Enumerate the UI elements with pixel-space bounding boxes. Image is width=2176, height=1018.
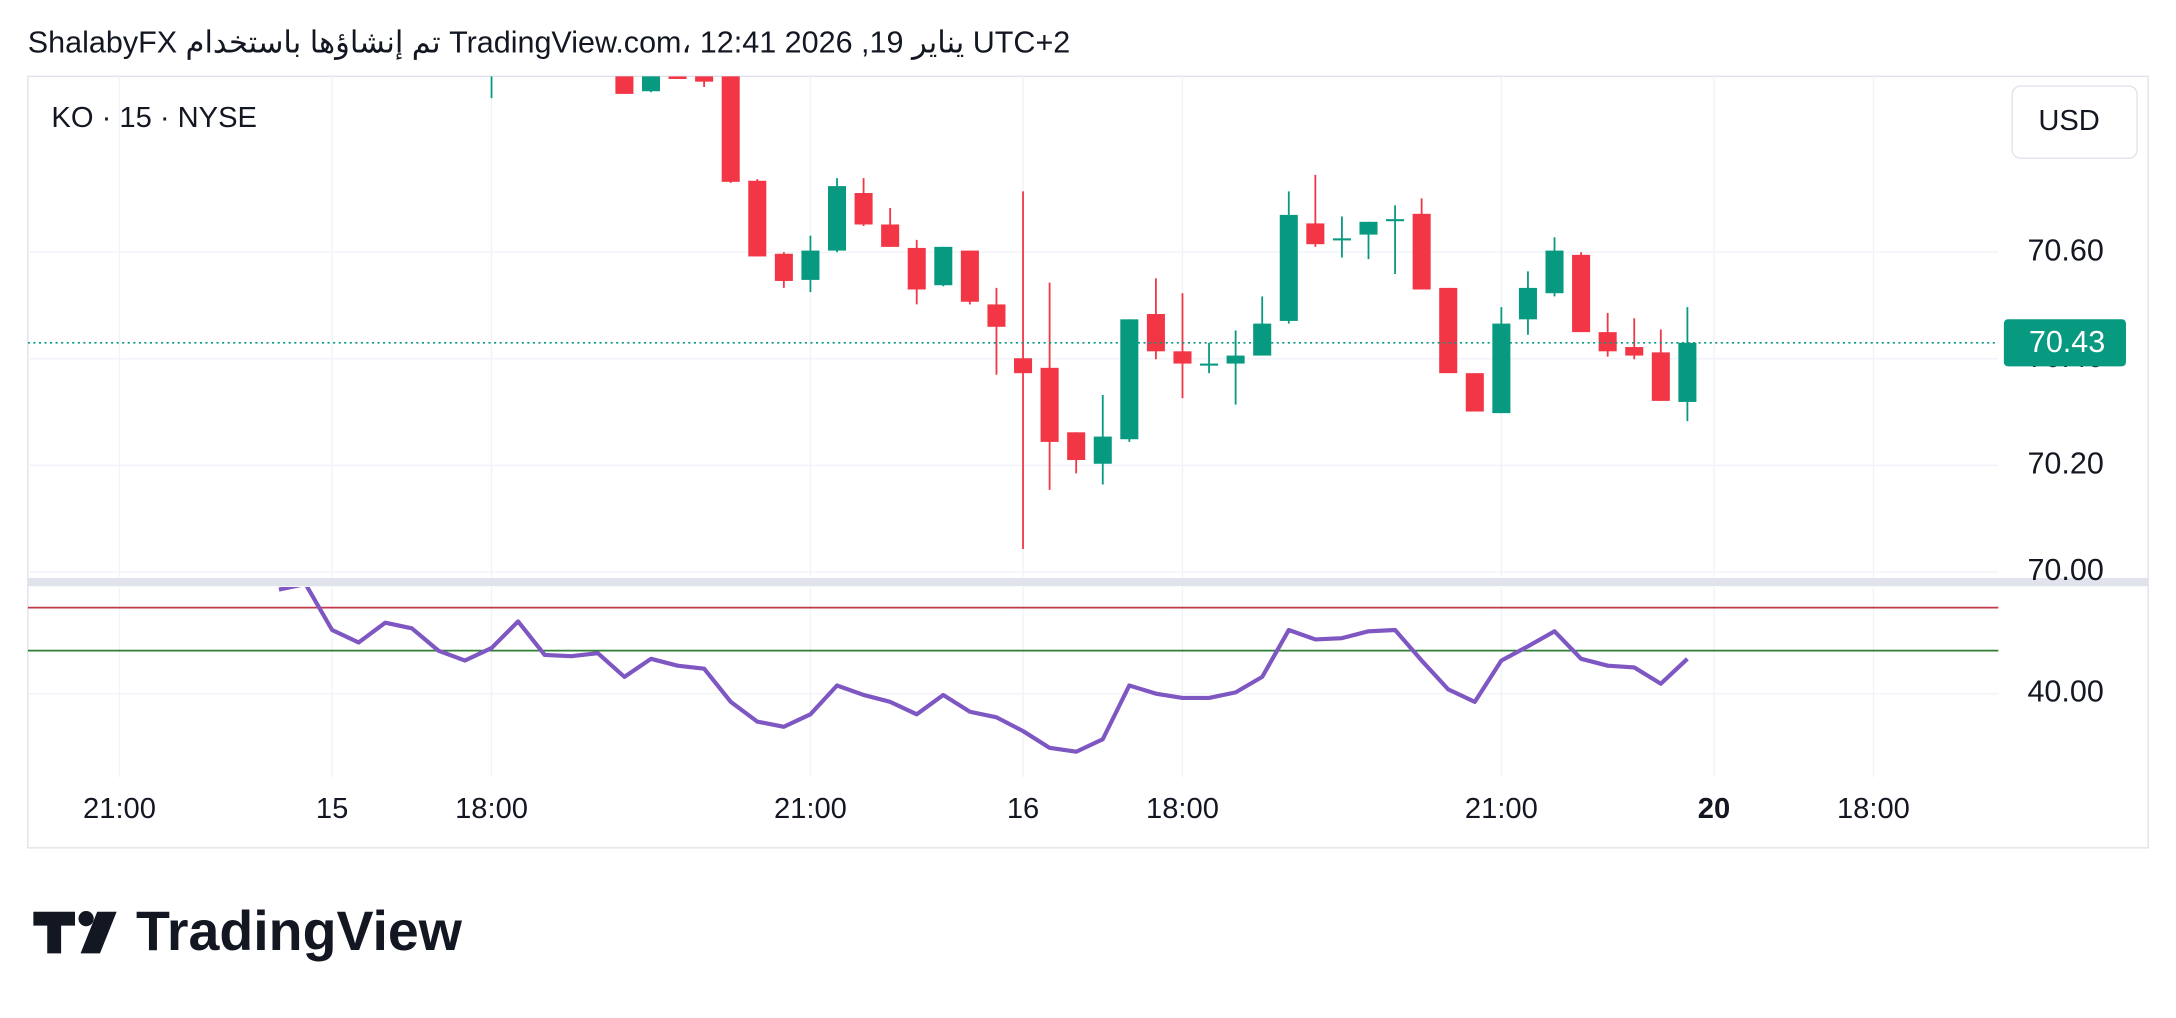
x-tick-label: 21:00 [83,793,156,825]
candle-body [1226,355,1245,364]
candle-body [960,250,979,302]
candle-body [1651,352,1670,401]
x-tick-label: 15 [316,793,348,825]
candle-body [1492,323,1511,414]
candle-body [1572,254,1591,333]
logo [33,911,117,954]
last-price-box [2003,319,2126,367]
candle-body [668,76,687,79]
candle-body [1200,363,1219,366]
candle-body [827,186,847,251]
y-tick-label: 70.00 [2027,553,2103,587]
y-tick-label: 40.00 [2027,675,2103,709]
currency: USD [2038,105,2100,137]
candle-body [1598,332,1617,352]
candle-body [695,76,714,82]
candle-body [1386,219,1405,222]
brand: TradingView [136,900,463,962]
candle-body [801,250,820,280]
candle-body [748,180,767,257]
x-tick-label: 20 [1698,793,1730,825]
pane-marks [27,586,1999,754]
candle-body [1412,213,1431,290]
x-tick-label: 18:00 [455,793,528,825]
candle-body [1678,342,1697,402]
candle-body [774,253,793,281]
candle-body [641,76,661,92]
candle-body [615,76,634,94]
y-tick-label: 70.60 [2027,233,2103,267]
indicator-line [278,586,1689,754]
x-tick-label: 16 [1007,793,1039,825]
candle-body [907,247,926,290]
pane-marks [27,60,1999,550]
y-tick-label: 70.20 [2027,446,2103,480]
candle-body [1439,287,1458,374]
candle-body [1014,358,1033,374]
candle-body [1518,287,1537,320]
candle-body [1253,323,1272,356]
candle-body [483,60,501,65]
grid [27,76,1999,778]
symbol-legend: KO · 15 · NYSE [51,102,257,134]
candle-body [1120,319,1139,440]
candle-body [934,246,953,286]
candle-body [1093,436,1112,464]
x-tick-label: 21:00 [774,793,847,825]
candle-body [854,193,873,225]
candle-body [1067,432,1086,461]
candle-body [1040,367,1059,442]
marks [27,60,1999,754]
last-price-label: 70.43 [2029,325,2105,359]
candle-body [1359,221,1378,235]
candle-body [721,76,740,182]
header-title: ShalabyFX تم إنشاؤها باستخدام TradingVie… [28,25,1070,60]
candle-body [1332,238,1351,241]
candle-body [1625,347,1644,356]
currency-box[interactable] [2011,85,2138,159]
candle-body [987,304,1006,327]
candle-body [1173,351,1192,364]
chart-frame [27,75,2149,849]
x-tick-label: 18:00 [1146,793,1219,825]
x-tick-label: 21:00 [1465,793,1538,825]
candle-body [1146,314,1165,352]
candle-body [1279,214,1298,321]
candle-body [1465,373,1484,412]
x-tick-label: 18:00 [1837,793,1910,825]
candle-body [881,224,900,247]
candle-body [1545,250,1564,294]
candle-body [1306,223,1325,245]
